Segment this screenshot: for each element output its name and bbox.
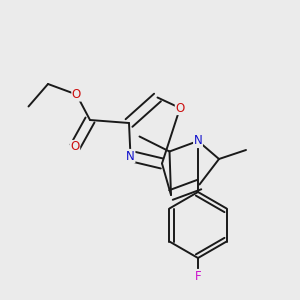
Text: O: O [72,88,81,101]
Text: O: O [70,140,80,154]
Text: N: N [194,134,202,148]
Text: F: F [195,269,201,283]
Text: N: N [126,149,135,163]
Text: O: O [176,101,184,115]
